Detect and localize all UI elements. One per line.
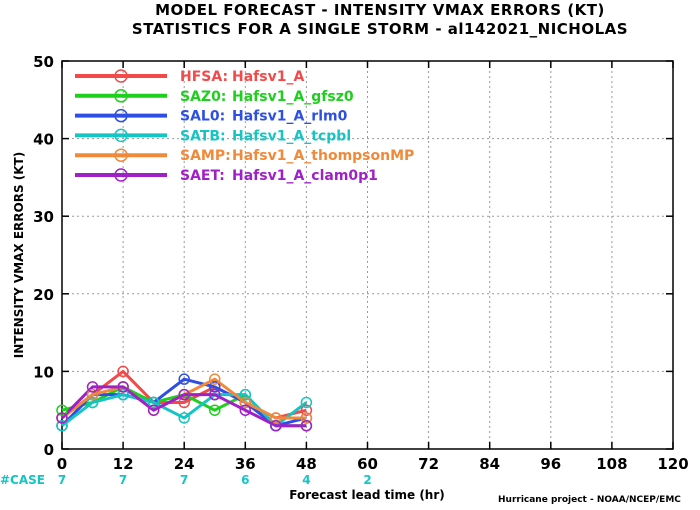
x-tick-label: 120 — [657, 455, 688, 473]
tick-labels: 0 12 24 36 48 60 72 84 96 108 120 0 10 20 30 40 50 — [33, 53, 689, 473]
data-point — [86, 388, 99, 401]
data-point — [56, 419, 68, 432]
data-point — [178, 396, 190, 409]
data-point — [147, 404, 160, 416]
x-tick-label: 12 — [113, 455, 134, 473]
data-point — [117, 381, 129, 393]
x-tick-label: 84 — [479, 455, 500, 473]
chart-title: MODEL FORECAST - INTENSITY VMAX ERRORS (… — [155, 1, 605, 19]
case-count: 2 — [363, 473, 371, 487]
x-tick-label: 108 — [596, 455, 627, 473]
y-tick-label: 40 — [33, 131, 54, 149]
data-point — [117, 388, 129, 401]
case-label: #CASE — [0, 473, 45, 487]
legend-name: Hafsv1_A_rlm0 — [232, 109, 348, 125]
case-count: 4 — [302, 473, 310, 487]
legend-code: SAMP: — [180, 148, 231, 164]
legend-name: Hafsv1_A_tcpbl — [232, 128, 351, 144]
plot-frame — [61, 60, 674, 450]
legend-swatch-marker — [114, 69, 128, 83]
y-tick-label: 50 — [33, 53, 54, 71]
data-point — [300, 419, 313, 432]
x-tick-label: 24 — [174, 455, 195, 473]
grid-lines — [62, 61, 673, 449]
data-point — [270, 419, 282, 432]
x-tick-label: 36 — [235, 455, 256, 473]
x-tick-label: 0 — [57, 455, 67, 473]
y-tick-label: 10 — [33, 363, 54, 381]
case-count: 7 — [119, 473, 127, 487]
case-counts: #CASE 7 7 7 6 4 2 — [0, 473, 372, 487]
x-tick-label: 96 — [540, 455, 561, 473]
x-axis-label: Forecast lead time (hr) — [289, 488, 445, 502]
y-tick-label: 30 — [33, 208, 54, 226]
data-point — [300, 412, 313, 424]
data-point — [300, 404, 313, 416]
case-count: 6 — [241, 473, 249, 487]
legend-name: Hafsv1_A_thompsonMP — [232, 148, 414, 164]
data-point — [209, 388, 221, 401]
legend-swatch-marker — [114, 89, 128, 103]
legend-name: Hafsv1_A — [232, 69, 304, 85]
plot-area — [56, 365, 313, 432]
case-count: 7 — [58, 473, 66, 487]
y-tick-label: 0 — [44, 441, 54, 459]
series-line — [60, 385, 307, 428]
data-point — [239, 404, 252, 416]
y-tick-label: 20 — [33, 286, 54, 304]
data-point — [56, 412, 68, 424]
legend-code: SAZ0: — [180, 89, 226, 105]
case-count: 7 — [180, 473, 188, 487]
legend-code: SAET: — [180, 168, 225, 184]
data-point — [86, 396, 99, 409]
data-point — [117, 365, 129, 378]
legend-code: HFSA: — [180, 69, 228, 85]
series-line — [60, 377, 307, 428]
legend: HFSA: Hafsv1_A SAZ0: Hafsv1_A_gfsz0 SAL0: Haf… — [75, 69, 414, 184]
data-point — [178, 373, 190, 385]
legend-code: SAL0: — [180, 109, 225, 125]
x-tick-label: 60 — [357, 455, 378, 473]
legend-swatch-marker — [114, 108, 128, 123]
chart-subtitle: STATISTICS FOR A SINGLE STORM - al142021… — [132, 20, 628, 38]
axes — [61, 60, 674, 450]
data-point — [300, 396, 313, 409]
data-point — [86, 381, 99, 393]
credit-text: Hurricane project - NOAA/NCEP/EMC — [498, 495, 681, 505]
data-point — [56, 404, 68, 416]
data-point — [209, 373, 221, 385]
data-point — [209, 381, 221, 393]
data-point — [209, 404, 221, 416]
data-point — [239, 388, 252, 401]
series-line — [61, 393, 308, 428]
data-point — [178, 412, 190, 424]
data-point — [270, 412, 282, 424]
x-tick-label: 48 — [296, 455, 317, 473]
data-point — [178, 388, 190, 401]
data-point — [239, 396, 252, 409]
data-point — [147, 396, 160, 409]
y-axis-label: INTENSITY VMAX ERRORS (KT) — [12, 152, 26, 358]
legend-name: Hafsv1_A_clam0p1 — [232, 168, 378, 184]
legend-swatch-marker — [114, 168, 128, 182]
legend-name: Hafsv1_A_gfsz0 — [232, 89, 354, 105]
legend-swatch-marker — [114, 148, 128, 162]
legend-swatch-marker — [114, 128, 128, 143]
legend-code: SATB: — [180, 128, 226, 144]
x-tick-label: 72 — [418, 455, 439, 473]
